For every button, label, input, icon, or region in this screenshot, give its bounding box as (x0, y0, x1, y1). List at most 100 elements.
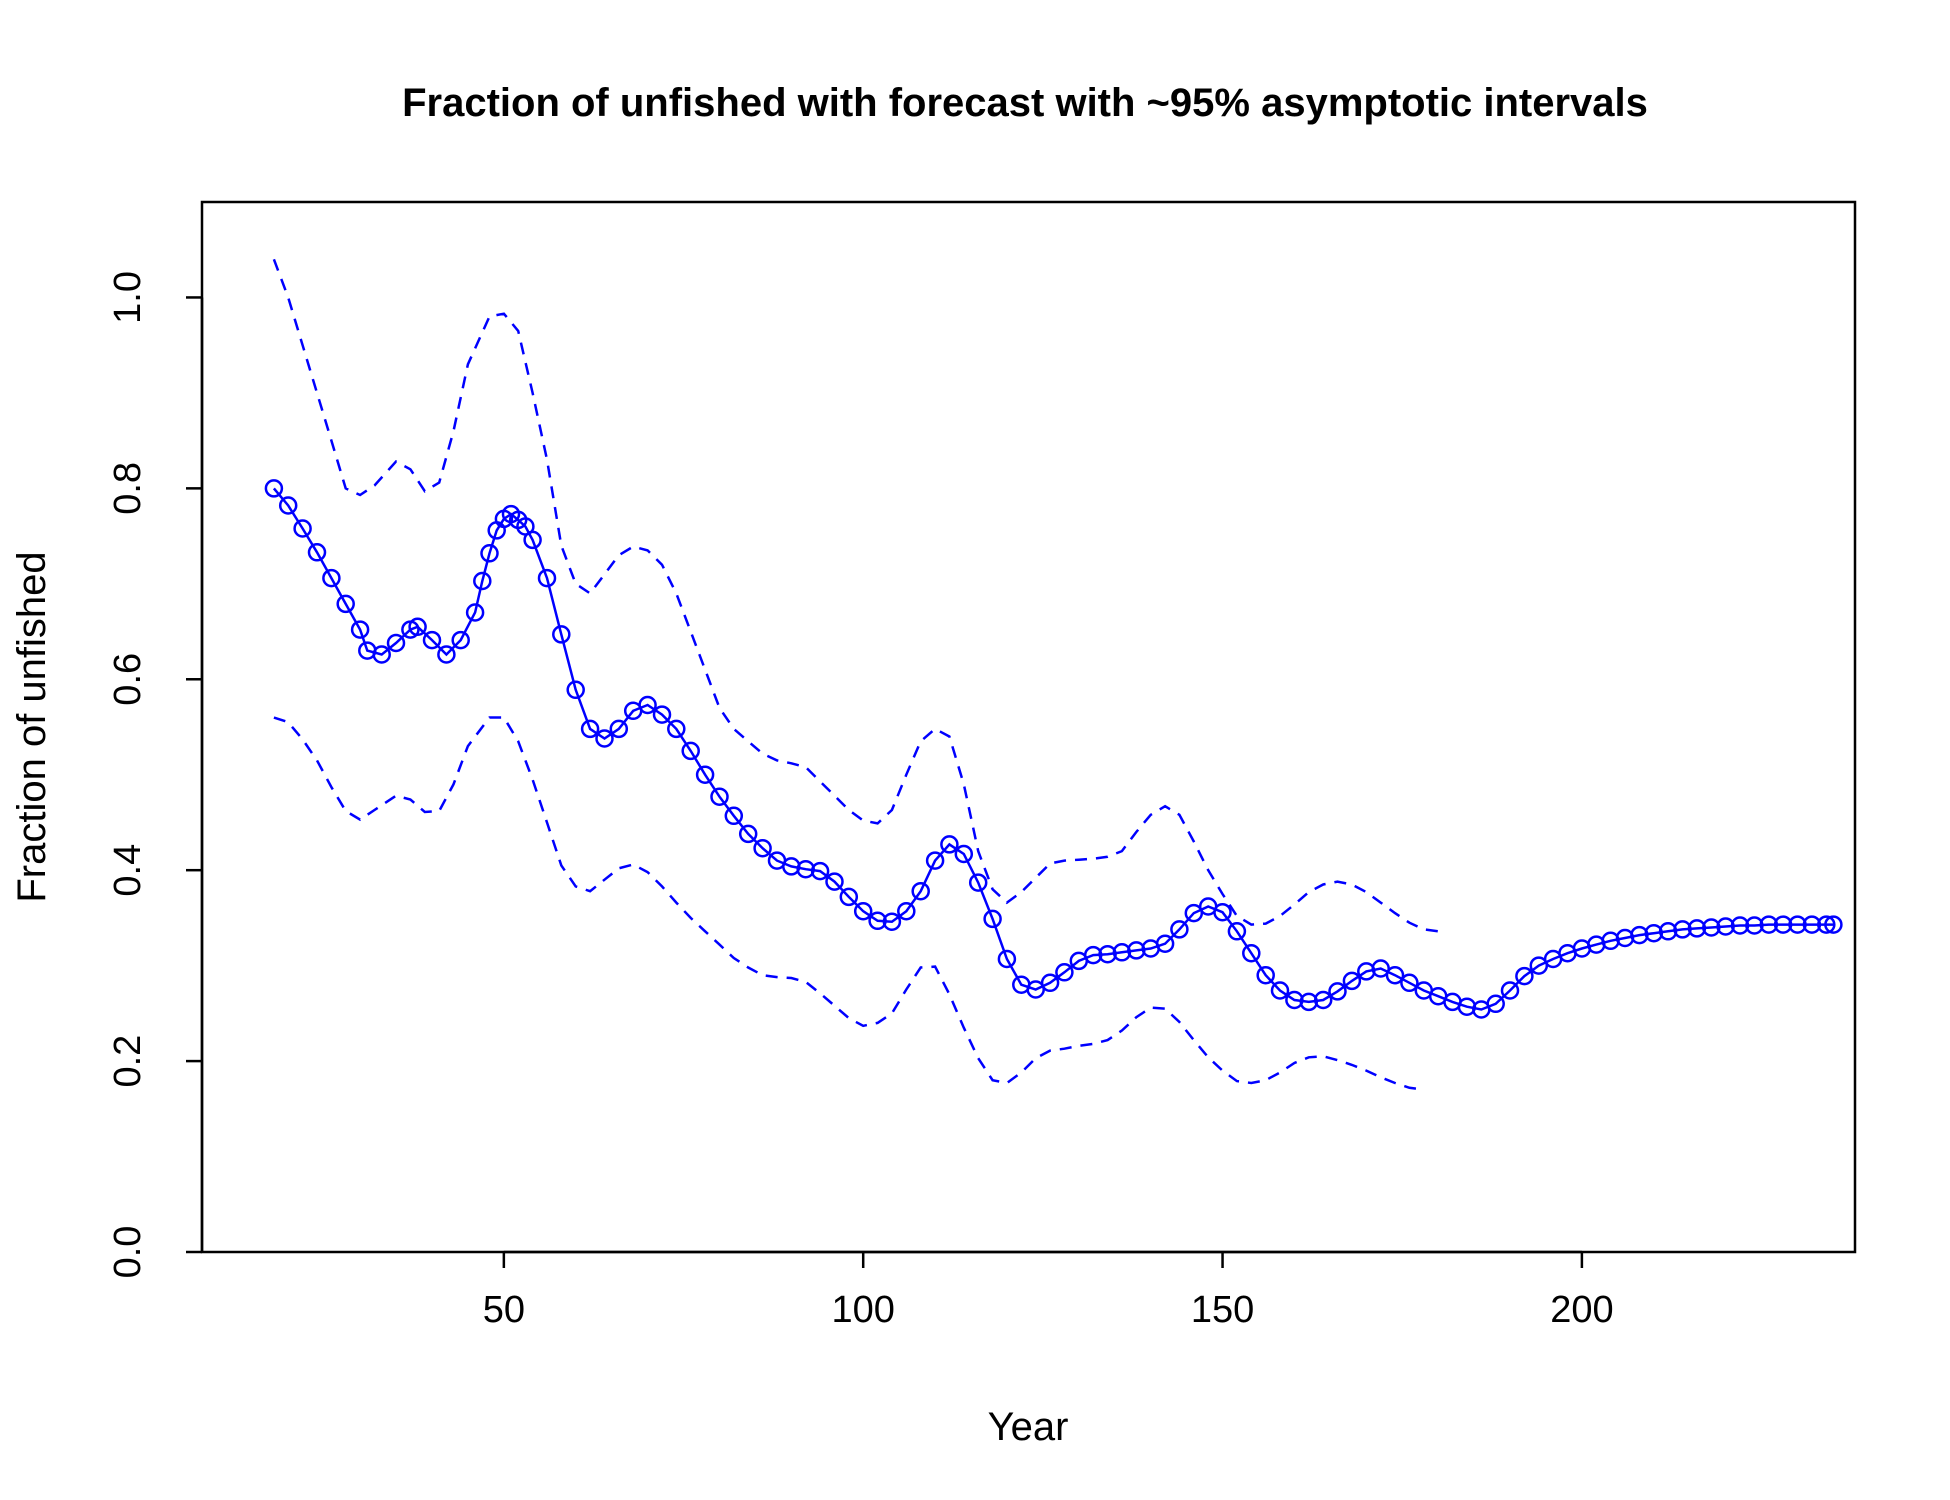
series-point (386, 633, 406, 653)
series-point (1759, 915, 1779, 934)
series-point (853, 901, 873, 921)
series-point (537, 568, 557, 588)
series-point (1285, 990, 1304, 1010)
y-tick-label: 0.6 (107, 653, 149, 706)
series-point (825, 872, 844, 891)
series-point (609, 719, 629, 739)
series-point (1730, 916, 1750, 935)
series-point (710, 787, 729, 806)
series-point (1328, 982, 1347, 1001)
series-point (1256, 965, 1275, 985)
series-point (322, 568, 341, 588)
series-point (480, 544, 499, 563)
y-axis-label: Fraction of unfished (10, 551, 54, 902)
series-point (1658, 922, 1678, 941)
series-point (1242, 943, 1261, 963)
y-axis: 0.0 0.2 0.4 0.6 0.8 1.0 (107, 271, 204, 1278)
series-point (1083, 945, 1103, 965)
series-point (925, 851, 945, 870)
series-estimate-line (272, 487, 1834, 1011)
series-point (1098, 944, 1117, 964)
series-point (983, 909, 1002, 929)
series-point (1644, 923, 1664, 943)
series-point (595, 729, 614, 748)
series-point (1802, 915, 1822, 934)
series-point (350, 620, 370, 639)
series-point (336, 594, 355, 614)
series-point (681, 741, 700, 761)
series-point (738, 824, 758, 844)
series-point (408, 617, 427, 637)
series-point (810, 861, 830, 881)
series-point (1486, 994, 1505, 1014)
series-point (940, 835, 959, 854)
series-point (695, 765, 715, 784)
series-point (1817, 915, 1836, 934)
series-point (1342, 971, 1362, 991)
series-point (796, 859, 815, 879)
series-point (839, 887, 859, 907)
series-point (1026, 980, 1045, 999)
series-point (1515, 966, 1534, 986)
series-point (1055, 963, 1074, 982)
series-point (1112, 943, 1132, 962)
chart-title: Fraction of unfished with forecast with … (402, 81, 1648, 125)
x-axis-label: Year (988, 1405, 1069, 1449)
series-point (1824, 915, 1843, 934)
series-point (437, 645, 456, 664)
series-point (1213, 902, 1232, 922)
series-layer (264, 258, 1843, 1091)
x-tick-label: 50 (483, 1289, 525, 1331)
series-point (422, 630, 442, 650)
series-point (465, 603, 485, 622)
series-point (1155, 934, 1175, 953)
series-point (1773, 915, 1793, 934)
series-point (580, 719, 600, 739)
series-point (1385, 965, 1405, 985)
x-axis: 50 100 150 200 (483, 1250, 1614, 1331)
series-point (1227, 922, 1247, 941)
series-point (552, 625, 571, 644)
series-point (523, 530, 542, 550)
x-tick-label: 100 (831, 1289, 894, 1331)
series-point (1313, 990, 1333, 1010)
series-point (473, 571, 492, 591)
series-point (968, 873, 988, 892)
series-point (372, 645, 391, 664)
series-point (911, 881, 930, 901)
series-point (293, 519, 312, 538)
y-tick-label: 0.8 (107, 462, 149, 515)
series-point (1040, 973, 1060, 993)
series-point (1745, 916, 1764, 935)
x-tick-label: 200 (1550, 1289, 1613, 1331)
y-tick-label: 0.2 (107, 1035, 149, 1088)
series-point (753, 838, 772, 858)
series-point (1270, 981, 1290, 1000)
series-point (1400, 973, 1419, 993)
series-point (278, 496, 298, 515)
y-tick-label: 1.0 (107, 271, 149, 324)
x-tick-label: 150 (1191, 1289, 1254, 1331)
series-point (566, 680, 585, 700)
series-point (1687, 919, 1707, 938)
series-point (307, 543, 327, 562)
series-point (997, 949, 1017, 969)
series-point (638, 695, 657, 715)
series-point (652, 705, 672, 724)
plot-frame (200, 200, 1857, 1254)
series-point (451, 630, 470, 650)
series-point (882, 912, 902, 931)
series-point (1673, 920, 1692, 939)
series-point (1127, 941, 1146, 960)
series-lower-interval-line (273, 716, 1424, 1091)
series-point (897, 901, 916, 921)
series-point (1702, 918, 1721, 937)
series-point (1788, 915, 1807, 934)
series-point (868, 911, 887, 931)
series-point (1299, 992, 1319, 1012)
series-point (667, 719, 686, 739)
y-tick-label: 0.4 (107, 844, 149, 897)
series-point (724, 806, 744, 826)
series-point (1630, 925, 1649, 945)
